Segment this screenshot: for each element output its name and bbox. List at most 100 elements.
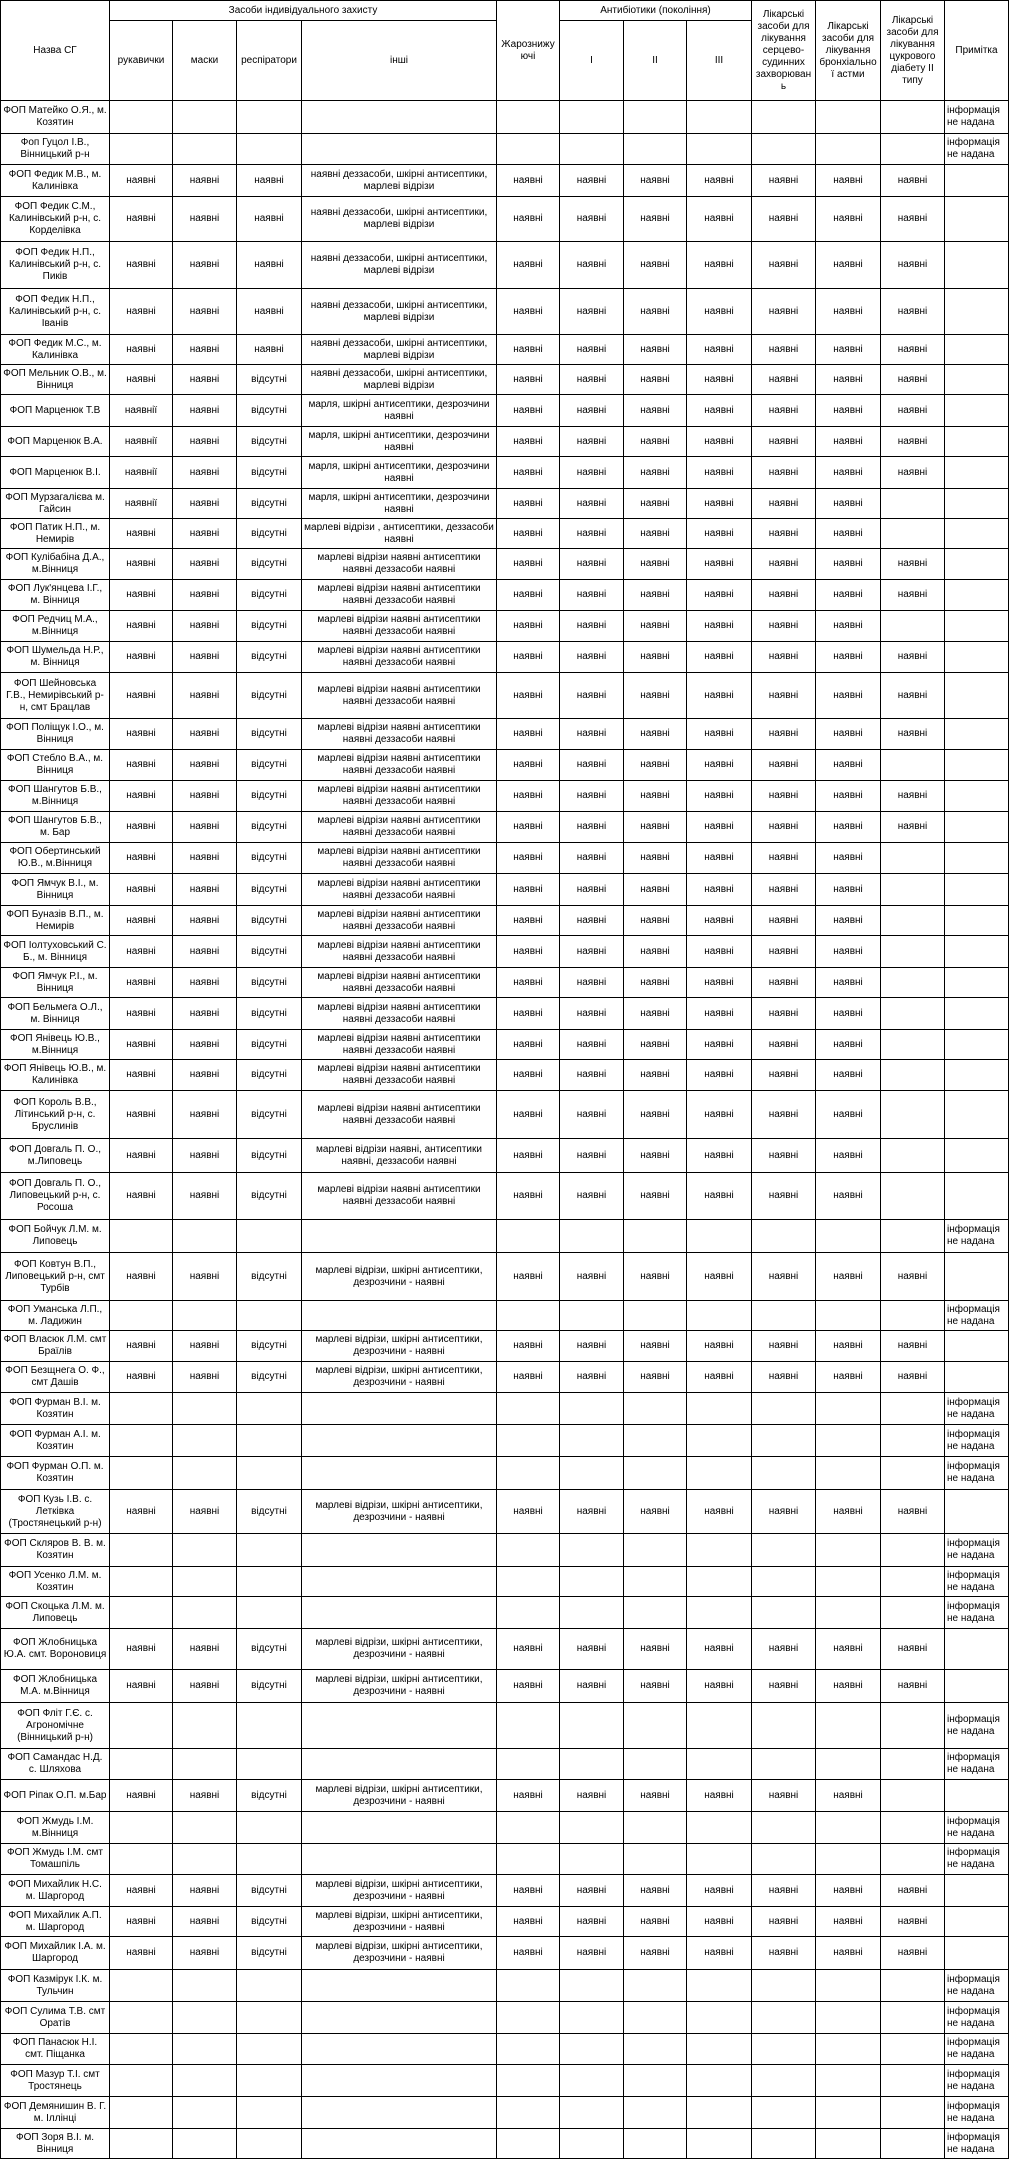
- table-cell: [497, 1844, 560, 1875]
- table-cell: [110, 2065, 173, 2097]
- note-cell: [945, 1490, 1009, 1534]
- table-cell: відсутні: [237, 489, 302, 519]
- row-name: ФОП Федик Н.П., Калинівський р-н, с. Іва…: [0, 289, 110, 335]
- table-cell: наявні: [881, 1907, 945, 1937]
- table-cell: [624, 1534, 687, 1567]
- table-cell: [237, 1393, 302, 1425]
- table-cell: наявні: [624, 1670, 687, 1703]
- table-cell: наявні деззасоби, шкірні антисептики, ма…: [302, 335, 497, 365]
- table-cell: [881, 1091, 945, 1139]
- table-cell: [237, 1749, 302, 1780]
- table-cell: наявні: [173, 242, 237, 289]
- table-cell: наявні: [624, 1173, 687, 1220]
- table-cell: [687, 1534, 752, 1567]
- table-cell: наявні: [173, 580, 237, 611]
- table-cell: наявні: [816, 1780, 881, 1812]
- table-cell: [881, 1173, 945, 1220]
- table-cell: наявнії: [110, 489, 173, 519]
- table-cell: відсутні: [237, 1331, 302, 1362]
- table-cell: наявні: [110, 1253, 173, 1301]
- table-cell: [302, 101, 497, 134]
- table-cell: наявні: [687, 549, 752, 580]
- table-cell: [624, 1567, 687, 1597]
- table-cell: наявні: [237, 242, 302, 289]
- table-cell: наявні: [560, 457, 624, 489]
- table-cell: наявні: [752, 242, 816, 289]
- table-cell: відсутні: [237, 998, 302, 1030]
- table-cell: [624, 1703, 687, 1749]
- table-cell: наявні: [752, 1253, 816, 1301]
- table-cell: наявні: [173, 335, 237, 365]
- table-cell: наявні: [173, 395, 237, 427]
- table-cell: [302, 2129, 497, 2159]
- table-cell: [560, 2034, 624, 2065]
- table-cell: [624, 2097, 687, 2129]
- table-cell: [752, 1393, 816, 1425]
- table-cell: наявні: [881, 719, 945, 750]
- table-cell: наявні: [497, 457, 560, 489]
- table-cell: наявні: [110, 1139, 173, 1173]
- table-cell: наявні: [560, 1139, 624, 1173]
- table-cell: наявнії: [110, 457, 173, 489]
- table-cell: відсутні: [237, 642, 302, 673]
- table-cell: наявні: [687, 750, 752, 781]
- table-cell: [173, 1220, 237, 1253]
- table-cell: [302, 1393, 497, 1425]
- table-cell: наявні: [816, 242, 881, 289]
- table-cell: [816, 1567, 881, 1597]
- row-name: ФОП Буназів В.П., м. Немирів: [0, 906, 110, 936]
- row-name: ФОП Уманська Л.П., м. Ладижин: [0, 1301, 110, 1331]
- table-cell: [752, 1220, 816, 1253]
- table-cell: відсутні: [237, 1030, 302, 1060]
- table-cell: [237, 1567, 302, 1597]
- row-name: ФОП Казмірук І.К. м. Тульчин: [0, 1970, 110, 2002]
- table-cell: наявні: [560, 427, 624, 457]
- table-cell: наявні: [560, 1331, 624, 1362]
- table-cell: наявні: [624, 1780, 687, 1812]
- row-name: ФОП Жлобницька Ю.А. смт. Вороновиця: [0, 1629, 110, 1670]
- table-cell: відсутні: [237, 1091, 302, 1139]
- table-cell: наявні: [110, 781, 173, 812]
- table-cell: наявні: [881, 1629, 945, 1670]
- table-cell: [752, 1703, 816, 1749]
- table-cell: [560, 1457, 624, 1490]
- table-cell: відсутні: [237, 874, 302, 906]
- table-cell: наявні: [687, 395, 752, 427]
- row-name: ФОП Редчиц М.А., м.Вінниця: [0, 611, 110, 642]
- row-name: ФОП Безщнега О. Ф., смт Дашів: [0, 1362, 110, 1393]
- table-cell: [560, 1220, 624, 1253]
- table-cell: [624, 1970, 687, 2002]
- table-cell: [624, 1749, 687, 1780]
- note-cell: [945, 1780, 1009, 1812]
- row-name: ФОП Ріпак О.П. м.Бар: [0, 1780, 110, 1812]
- table-cell: [560, 1703, 624, 1749]
- table-cell: наявні: [173, 1490, 237, 1534]
- table-cell: наявні: [624, 998, 687, 1030]
- table-cell: марлеві відрізи, шкірні антисептики, дез…: [302, 1490, 497, 1534]
- table-cell: наявні: [816, 1331, 881, 1362]
- table-cell: [687, 2034, 752, 2065]
- table-cell: [497, 2065, 560, 2097]
- table-cell: наявні: [752, 1670, 816, 1703]
- table-cell: наявні: [752, 427, 816, 457]
- table-cell: [237, 1457, 302, 1490]
- table-cell: наявні: [687, 1331, 752, 1362]
- table-cell: наявні: [110, 1091, 173, 1139]
- table-cell: [624, 1457, 687, 1490]
- table-cell: [752, 1844, 816, 1875]
- header-cell: інші: [302, 21, 497, 101]
- table-cell: [687, 1220, 752, 1253]
- note-cell: [945, 519, 1009, 549]
- table-cell: відсутні: [237, 968, 302, 998]
- table-cell: наявні: [497, 1629, 560, 1670]
- table-cell: [816, 2129, 881, 2159]
- table-cell: наявні: [624, 1362, 687, 1393]
- table-cell: наявні деззасоби, шкірні антисептики, ма…: [302, 365, 497, 395]
- table-cell: наявні: [816, 365, 881, 395]
- table-cell: [881, 1534, 945, 1567]
- note-cell: інформація не надана: [945, 101, 1009, 134]
- table-cell: наявні: [687, 1490, 752, 1534]
- table-cell: [752, 1812, 816, 1844]
- table-cell: [497, 1393, 560, 1425]
